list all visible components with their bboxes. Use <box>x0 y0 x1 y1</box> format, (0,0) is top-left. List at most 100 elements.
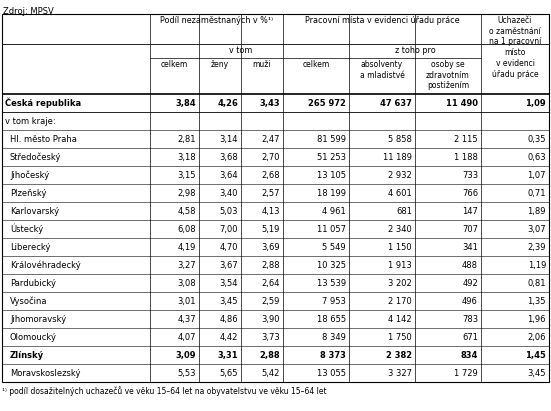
Text: 492: 492 <box>462 279 478 288</box>
Text: 265 972: 265 972 <box>308 99 346 108</box>
Text: 1 729: 1 729 <box>454 369 478 377</box>
Bar <box>2 14 549 382</box>
Text: 4,58: 4,58 <box>177 206 196 215</box>
Text: Jihomoravský: Jihomoravský <box>10 314 66 323</box>
Text: v tom: v tom <box>229 46 253 55</box>
Text: 0,35: 0,35 <box>527 134 546 143</box>
Text: Zdroj: MPSV: Zdroj: MPSV <box>3 7 54 16</box>
Text: 4,19: 4,19 <box>177 242 196 252</box>
Text: Liberecký: Liberecký <box>10 242 51 252</box>
Text: Uchazeči
o zaměstnání
na 1 pracovní
místo
v evidenci
úřadu práce: Uchazeči o zaměstnání na 1 pracovní míst… <box>489 16 541 79</box>
Text: 5 858: 5 858 <box>388 134 412 143</box>
Text: 0,71: 0,71 <box>527 189 546 198</box>
Text: 733: 733 <box>462 171 478 180</box>
Text: absolventy
a mladistvé: absolventy a mladistvé <box>360 60 404 80</box>
Text: 1 188: 1 188 <box>454 152 478 162</box>
Text: 13 539: 13 539 <box>317 279 346 288</box>
Text: 1,89: 1,89 <box>527 206 546 215</box>
Text: 5,19: 5,19 <box>262 224 280 233</box>
Text: 4,37: 4,37 <box>177 314 196 323</box>
Text: 3,09: 3,09 <box>176 351 196 360</box>
Text: 3,64: 3,64 <box>219 171 238 180</box>
Text: Plzeňský: Plzeňský <box>10 189 46 198</box>
Text: 5,65: 5,65 <box>219 369 238 377</box>
Text: Pracovní místa v evidenci úřadu práce: Pracovní místa v evidenci úřadu práce <box>305 16 460 25</box>
Text: 1,96: 1,96 <box>527 314 546 323</box>
Text: 1 913: 1 913 <box>388 261 412 270</box>
Text: Zlínský: Zlínský <box>10 351 44 360</box>
Text: 2,70: 2,70 <box>262 152 280 162</box>
Text: 3,84: 3,84 <box>175 99 196 108</box>
Text: Olomoucký: Olomoucký <box>10 332 57 342</box>
Text: 3,68: 3,68 <box>219 152 238 162</box>
Text: 4 961: 4 961 <box>322 206 346 215</box>
Text: 681: 681 <box>396 206 412 215</box>
Text: 2,39: 2,39 <box>527 242 546 252</box>
Text: 3,40: 3,40 <box>219 189 238 198</box>
Text: 2 340: 2 340 <box>388 224 412 233</box>
Text: 5,03: 5,03 <box>219 206 238 215</box>
Text: 2,88: 2,88 <box>260 351 280 360</box>
Text: Jihočeský: Jihočeský <box>10 170 49 180</box>
Text: 1,07: 1,07 <box>527 171 546 180</box>
Text: ¹⁾ podíl dosažitelných uchazečů ve věku 15–64 let na obyvatelstvu ve věku 15–64 : ¹⁾ podíl dosažitelných uchazečů ve věku … <box>2 386 327 396</box>
Text: v tom kraje:: v tom kraje: <box>5 116 56 125</box>
Text: ženy: ženy <box>211 60 229 69</box>
Text: 5,42: 5,42 <box>262 369 280 377</box>
Text: 3,45: 3,45 <box>527 369 546 377</box>
Text: 2 115: 2 115 <box>455 134 478 143</box>
Text: 10 325: 10 325 <box>317 261 346 270</box>
Text: 5,53: 5,53 <box>177 369 196 377</box>
Text: 1 750: 1 750 <box>388 332 412 342</box>
Text: 3,67: 3,67 <box>219 261 238 270</box>
Text: 3,27: 3,27 <box>177 261 196 270</box>
Text: 3,08: 3,08 <box>177 279 196 288</box>
Text: 671: 671 <box>462 332 478 342</box>
Text: 0,81: 0,81 <box>527 279 546 288</box>
Text: 5 549: 5 549 <box>322 242 346 252</box>
Text: 3,15: 3,15 <box>177 171 196 180</box>
Text: 3 327: 3 327 <box>388 369 412 377</box>
Text: Karlovarský: Karlovarský <box>10 206 59 215</box>
Text: 3,69: 3,69 <box>261 242 280 252</box>
Text: 11 189: 11 189 <box>383 152 412 162</box>
Text: 51 253: 51 253 <box>317 152 346 162</box>
Text: 3,54: 3,54 <box>219 279 238 288</box>
Text: 2,81: 2,81 <box>177 134 196 143</box>
Text: 3,01: 3,01 <box>177 296 196 305</box>
Text: 3,45: 3,45 <box>219 296 238 305</box>
Text: 488: 488 <box>462 261 478 270</box>
Text: 2,06: 2,06 <box>527 332 546 342</box>
Text: 496: 496 <box>462 296 478 305</box>
Text: 3,90: 3,90 <box>262 314 280 323</box>
Text: 8 349: 8 349 <box>322 332 346 342</box>
Text: 4,26: 4,26 <box>217 99 238 108</box>
Text: 341: 341 <box>462 242 478 252</box>
Text: 4 601: 4 601 <box>388 189 412 198</box>
Text: 4 142: 4 142 <box>388 314 412 323</box>
Text: 3,07: 3,07 <box>527 224 546 233</box>
Text: 834: 834 <box>461 351 478 360</box>
Text: muži: muži <box>253 60 271 69</box>
Text: z toho pro: z toho pro <box>395 46 435 55</box>
Text: 8 373: 8 373 <box>320 351 346 360</box>
Text: 1 150: 1 150 <box>388 242 412 252</box>
Text: 2,98: 2,98 <box>177 189 196 198</box>
Text: 13 105: 13 105 <box>317 171 346 180</box>
Text: 2,59: 2,59 <box>262 296 280 305</box>
Text: 3,31: 3,31 <box>218 351 238 360</box>
Text: 766: 766 <box>462 189 478 198</box>
Text: Pardubický: Pardubický <box>10 279 56 288</box>
Text: 6,08: 6,08 <box>177 224 196 233</box>
Text: 11 490: 11 490 <box>446 99 478 108</box>
Text: 4,86: 4,86 <box>219 314 238 323</box>
Text: 3,14: 3,14 <box>219 134 238 143</box>
Text: 3 202: 3 202 <box>388 279 412 288</box>
Text: 11 057: 11 057 <box>317 224 346 233</box>
Text: 81 599: 81 599 <box>317 134 346 143</box>
Text: Ústecký: Ústecký <box>10 224 43 234</box>
Text: 2,88: 2,88 <box>261 261 280 270</box>
Text: 1,19: 1,19 <box>528 261 546 270</box>
Text: 2,57: 2,57 <box>262 189 280 198</box>
Text: 783: 783 <box>462 314 478 323</box>
